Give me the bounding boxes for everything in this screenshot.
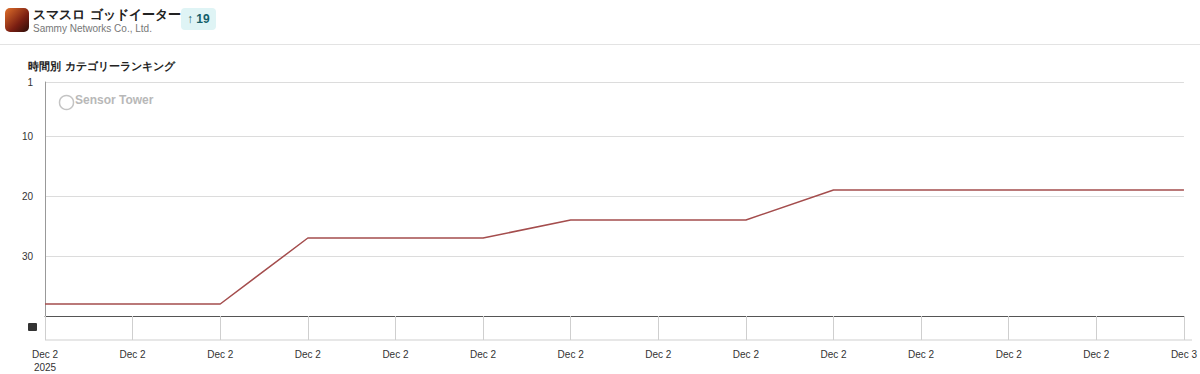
svg-text:Dec 2: Dec 2 xyxy=(295,349,322,360)
svg-text:Dec 2: Dec 2 xyxy=(908,349,935,360)
svg-text:2025: 2025 xyxy=(34,362,57,373)
svg-text:10: 10 xyxy=(22,131,34,142)
html-text:スマスロ ゴッドイーター…: スマスロ ゴッドイーター… xyxy=(33,7,194,22)
svg-text:Dec 2: Dec 2 xyxy=(470,349,497,360)
svg-text:Dec 2: Dec 2 xyxy=(996,349,1023,360)
svg-text:Dec 2: Dec 2 xyxy=(558,349,585,360)
svg-text:Sensor Tower: Sensor Tower xyxy=(75,93,154,107)
html-text:Sammy Networks Co., Ltd.: Sammy Networks Co., Ltd. xyxy=(33,23,152,34)
html-text:↑ 19: ↑ 19 xyxy=(187,12,210,26)
svg-text:Dec 2: Dec 2 xyxy=(382,349,409,360)
svg-text:Dec 2: Dec 2 xyxy=(733,349,760,360)
svg-text:Dec 2: Dec 2 xyxy=(645,349,672,360)
svg-text:Dec 2: Dec 2 xyxy=(120,349,147,360)
svg-text:Dec 2: Dec 2 xyxy=(820,349,847,360)
svg-text:20: 20 xyxy=(22,191,34,202)
svg-text:Dec 3: Dec 3 xyxy=(1171,349,1198,360)
svg-text:Dec 2: Dec 2 xyxy=(1083,349,1110,360)
svg-text:Dec 2: Dec 2 xyxy=(207,349,234,360)
svg-text:30: 30 xyxy=(22,251,34,262)
svg-text:時間別 カテゴリーランキング: 時間別 カテゴリーランキング xyxy=(28,60,176,73)
svg-text:Dec 2: Dec 2 xyxy=(32,349,59,360)
svg-text:1: 1 xyxy=(27,77,33,88)
